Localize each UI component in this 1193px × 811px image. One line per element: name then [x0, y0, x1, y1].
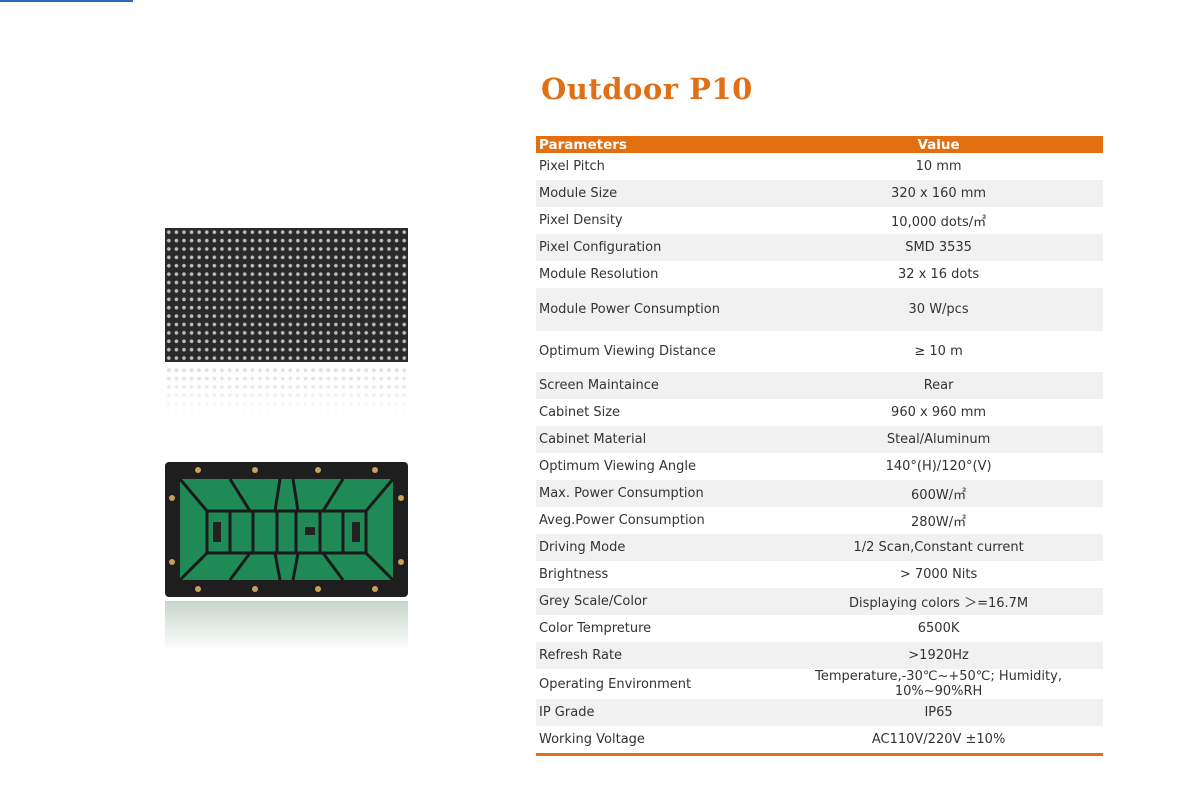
table-row: Screen Maintaince Rear — [536, 372, 1103, 399]
top-accent-line — [0, 0, 133, 2]
value-cell: 6500K — [917, 621, 960, 636]
table-row: Grey Scale/Color Displaying colors ＞=16.7… — [536, 588, 1103, 615]
parameter-cell: Brightness — [539, 567, 609, 582]
parameter-cell: Max. Power Consumption — [536, 480, 775, 507]
parameter-cell: Optimum Viewing Distance — [539, 344, 716, 359]
value-cell: AC110V/220V ±10% — [774, 726, 1103, 756]
value-cell: 10,000 dots/㎡ — [891, 215, 987, 230]
value-cell: ≥ 10 m — [914, 344, 963, 359]
led-module-back-image — [165, 462, 408, 597]
table-row: Brightness > 7000 Nits — [536, 561, 1103, 588]
value-cell: 140°(H)/120°(V) — [885, 459, 992, 474]
value-cell: Temperature,-30℃~+50℃; Humidity, 10%~90%… — [815, 669, 1062, 699]
parameter-cell: Module Resolution — [539, 267, 659, 282]
led-module-front-reflection — [165, 366, 408, 416]
table-row: Module Size 320 x 160 mm — [536, 180, 1103, 207]
page-title: Outdoor P10 — [541, 72, 753, 106]
parameter-cell: Operating Environment — [539, 676, 692, 692]
value-cell: Displaying colors ＞=16.7M — [774, 588, 1103, 615]
parameter-cell: Cabinet Size — [539, 405, 621, 420]
parameter-cell: Module Power Consumption — [536, 288, 775, 331]
table-row: Cabinet Size 960 x 960 mm — [536, 399, 1103, 426]
value-cell: 30 W/pcs — [774, 288, 1103, 331]
parameter-cell: Cabinet Material — [536, 426, 775, 453]
value-cell: 320 x 160 mm — [774, 180, 1103, 207]
table-row: Working Voltage AC110V/220V ±10% — [536, 726, 1103, 756]
led-module-front-image — [165, 228, 408, 362]
value-cell: Rear — [774, 372, 1103, 399]
parameter-cell: Working Voltage — [536, 726, 775, 756]
parameter-cell: Aveg.Power Consumption — [539, 513, 705, 528]
column-header-parameters: Parameters — [536, 136, 775, 153]
parameter-cell: Pixel Configuration — [536, 234, 775, 261]
value-cell: >1920Hz — [774, 642, 1103, 669]
value-cell: SMD 3535 — [774, 234, 1103, 261]
parameter-cell: Pixel Density — [539, 213, 623, 228]
table-row: Operating Environment Temperature,-30℃~+5… — [536, 669, 1103, 699]
spec-table: Parameters Value Pixel Pitch 10 mm Module… — [536, 136, 1103, 756]
parameter-cell: Grey Scale/Color — [536, 588, 775, 615]
parameter-cell: Color Tempreture — [539, 621, 652, 636]
table-row: Module Resolution 32 x 16 dots — [536, 261, 1103, 288]
column-header-value: Value — [774, 136, 1103, 153]
table-row: Pixel Configuration SMD 3535 — [536, 234, 1103, 261]
table-row: Pixel Density 10,000 dots/㎡ — [536, 207, 1103, 234]
table-row: Driving Mode 1/2 Scan,Constant current — [536, 534, 1103, 561]
value-cell: 10 mm — [915, 159, 962, 174]
table-row: IP Grade IP65 — [536, 699, 1103, 726]
value-cell: 600W/㎡ — [774, 480, 1103, 507]
value-cell: 280W/㎡ — [911, 515, 967, 530]
table-row: Max. Power Consumption 600W/㎡ — [536, 480, 1103, 507]
parameter-cell: Driving Mode — [536, 534, 775, 561]
table-row: Optimum Viewing Angle 140°(H)/120°(V) — [536, 453, 1103, 480]
table-row: Module Power Consumption 30 W/pcs — [536, 288, 1103, 331]
value-cell: 32 x 16 dots — [897, 267, 980, 282]
value-cell: 1/2 Scan,Constant current — [774, 534, 1103, 561]
value-cell: 960 x 960 mm — [891, 405, 987, 420]
parameter-cell: Pixel Pitch — [539, 159, 605, 174]
value-cell: Steal/Aluminum — [774, 426, 1103, 453]
table-row: Optimum Viewing Distance ≥ 10 m — [536, 331, 1103, 372]
parameter-cell: Module Size — [536, 180, 775, 207]
parameter-cell: Screen Maintaince — [536, 372, 775, 399]
value-cell: IP65 — [774, 699, 1103, 726]
table-header-row: Parameters Value — [536, 136, 1103, 153]
led-module-back-reflection — [165, 601, 408, 651]
parameter-cell: Optimum Viewing Angle — [539, 459, 696, 474]
table-row: Cabinet Material Steal/Aluminum — [536, 426, 1103, 453]
parameter-cell: IP Grade — [536, 699, 775, 726]
parameter-cell: Refresh Rate — [536, 642, 775, 669]
value-cell: > 7000 Nits — [899, 567, 978, 582]
table-row: Pixel Pitch 10 mm — [536, 153, 1103, 180]
table-row: Aveg.Power Consumption 280W/㎡ — [536, 507, 1103, 534]
table-row: Color Tempreture 6500K — [536, 615, 1103, 642]
table-row: Refresh Rate >1920Hz — [536, 642, 1103, 669]
